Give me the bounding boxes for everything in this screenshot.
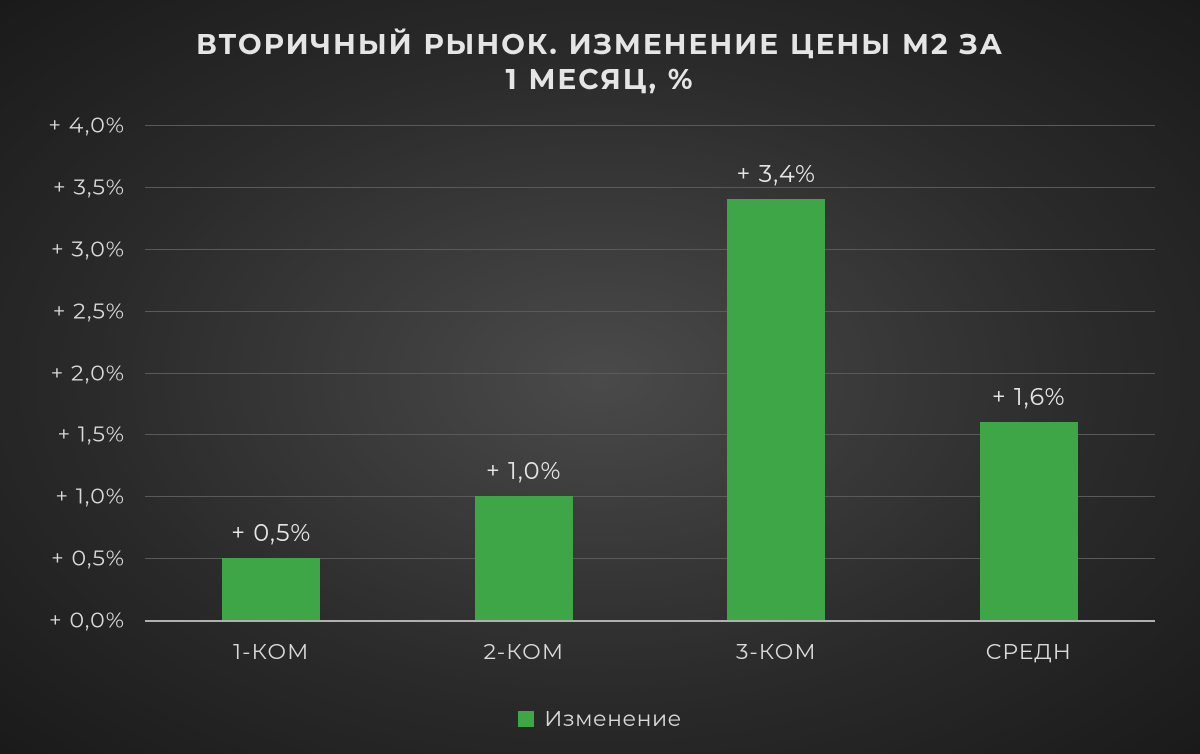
legend-item: Изменение <box>518 705 681 732</box>
gridline <box>145 311 1155 312</box>
ytick-label: + 2,0% <box>51 359 125 386</box>
bar-value-label: + 0,5% <box>231 519 311 548</box>
baseline <box>145 620 1155 622</box>
legend-label: Изменение <box>544 705 681 732</box>
chart-container: ВТОРИЧНЫЙ РЫНОК. ИЗМЕНЕНИЕ ЦЕНЫ М2 ЗА 1 … <box>0 0 1200 754</box>
gridline <box>145 125 1155 126</box>
chart-title-line1: ВТОРИЧНЫЙ РЫНОК. ИЗМЕНЕНИЕ ЦЕНЫ М2 ЗА <box>196 28 1004 62</box>
gridline <box>145 249 1155 250</box>
bar: + 0,5% <box>222 558 320 620</box>
xtick-label: 2-КОМ <box>483 638 564 665</box>
ytick-label: + 1,0% <box>55 483 125 510</box>
gridline <box>145 373 1155 374</box>
legend-swatch <box>518 711 534 727</box>
ytick-label: + 1,5% <box>58 421 126 448</box>
chart-title: ВТОРИЧНЫЙ РЫНОК. ИЗМЕНЕНИЕ ЦЕНЫ М2 ЗА 1 … <box>0 28 1200 98</box>
bar: + 3,4% <box>727 199 825 620</box>
plot-area: + 0,0%+ 0,5%+ 1,0%+ 1,5%+ 2,0%+ 2,5%+ 3,… <box>145 125 1155 620</box>
ytick-label: + 2,5% <box>53 297 125 324</box>
xtick-label: 3-КОМ <box>736 638 817 665</box>
ytick-label: + 0,5% <box>51 545 125 572</box>
ytick-label: + 4,0% <box>48 112 125 139</box>
chart-title-line2: 1 МЕСЯЦ, % <box>506 63 695 97</box>
ytick-label: + 3,0% <box>51 235 125 262</box>
ytick-label: + 3,5% <box>53 173 125 200</box>
bar: + 1,6% <box>980 422 1078 620</box>
bar-value-label: + 1,0% <box>486 457 561 486</box>
gridline <box>145 187 1155 188</box>
xtick-label: 1-КОМ <box>233 638 309 665</box>
ytick-label: + 0,0% <box>49 607 125 634</box>
bar-value-label: + 1,6% <box>992 383 1066 412</box>
bar-value-label: + 3,4% <box>737 160 816 189</box>
legend: Изменение <box>0 705 1200 732</box>
xtick-label: СРЕДН <box>986 638 1072 665</box>
bar: + 1,0% <box>475 496 573 620</box>
